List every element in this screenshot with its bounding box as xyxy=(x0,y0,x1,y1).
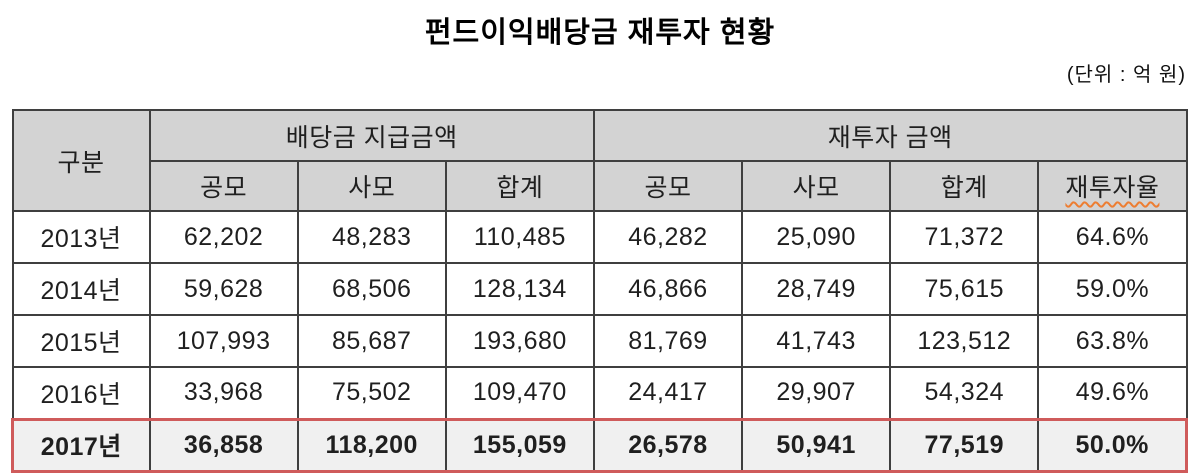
group-header-reinvested-amount: 재투자 금액 xyxy=(592,109,1188,162)
data-cell: 33,968 xyxy=(148,366,299,420)
fund-dividend-reinvestment-table: 구분 배당금 지급금액 재투자 금액 공모 사모 합계 공모 사모 합계 재투자… xyxy=(11,109,1189,473)
data-cell: 64.6% xyxy=(1037,210,1188,264)
table-row-2016: 2016년 33,968 75,502 109,470 24,417 29,90… xyxy=(11,366,1188,420)
table-row-2017-highlighted: 2017년 36,858 118,200 155,059 26,578 50,9… xyxy=(11,417,1189,473)
data-cell: 59,628 xyxy=(148,262,299,316)
data-cell: 46,866 xyxy=(592,262,744,316)
data-cell: 29,907 xyxy=(741,366,892,420)
data-cell: 128,134 xyxy=(444,262,595,316)
data-cell: 68,506 xyxy=(296,262,447,316)
subheader-reinvestment-rate: 재투자율 xyxy=(1037,160,1188,212)
data-cell: 46,282 xyxy=(592,210,744,264)
data-cell: 50,941 xyxy=(741,417,892,473)
unit-note: (단위 : 억 원) xyxy=(1066,64,1186,86)
subheader-total-2: 합계 xyxy=(889,160,1040,212)
data-cell: 48,283 xyxy=(296,210,447,264)
data-cell: 63.8% xyxy=(1037,314,1188,368)
data-cell: 118,200 xyxy=(296,417,447,473)
data-cell: 75,615 xyxy=(889,262,1040,316)
table-row-2015: 2015년 107,993 85,687 193,680 81,769 41,7… xyxy=(11,314,1188,368)
data-cell: 54,324 xyxy=(889,366,1040,420)
table-row-2014: 2014년 59,628 68,506 128,134 46,866 28,74… xyxy=(11,262,1188,316)
data-cell: 24,417 xyxy=(592,366,744,420)
year-cell: 2015년 xyxy=(11,314,151,368)
reinvestment-rate-label: 재투자율 xyxy=(1065,174,1160,202)
data-cell: 59.0% xyxy=(1037,262,1188,316)
corner-header: 구분 xyxy=(11,109,151,212)
year-cell: 2014년 xyxy=(11,262,151,316)
year-cell: 2017년 xyxy=(11,417,151,473)
header-sub-row: 공모 사모 합계 공모 사모 합계 재투자율 xyxy=(13,160,1188,212)
subheader-private-placement-2: 사모 xyxy=(741,160,892,212)
data-cell: 25,090 xyxy=(741,210,892,264)
year-cell: 2013년 xyxy=(11,210,151,264)
data-cell: 49.6% xyxy=(1037,366,1188,420)
data-cell: 41,743 xyxy=(741,314,892,368)
data-cell: 110,485 xyxy=(444,210,595,264)
data-cell: 75,502 xyxy=(296,366,447,420)
data-cell: 107,993 xyxy=(148,314,299,368)
subheader-private-placement-1: 사모 xyxy=(296,160,447,212)
year-cell: 2016년 xyxy=(11,366,151,420)
subheader-public-offering-1: 공모 xyxy=(148,160,299,212)
data-cell: 28,749 xyxy=(741,262,892,316)
data-cell: 50.0% xyxy=(1037,417,1189,473)
data-cell: 77,519 xyxy=(889,417,1040,473)
data-cell: 71,372 xyxy=(889,210,1040,264)
data-cell: 26,578 xyxy=(592,417,744,473)
group-header-dividend-paid: 배당금 지급금액 xyxy=(148,109,595,162)
data-cell: 123,512 xyxy=(889,314,1040,368)
subheader-public-offering-2: 공모 xyxy=(592,160,744,212)
data-cell: 36,858 xyxy=(148,417,299,473)
data-cell: 155,059 xyxy=(444,417,595,473)
data-cell: 81,769 xyxy=(592,314,744,368)
data-cell: 109,470 xyxy=(444,366,595,420)
data-cell: 85,687 xyxy=(296,314,447,368)
subheader-total-1: 합계 xyxy=(444,160,595,212)
page-title: 펀드이익배당금 재투자 현황 xyxy=(424,17,776,49)
table-row-2013: 2013년 62,202 48,283 110,485 46,282 25,09… xyxy=(11,210,1188,264)
data-cell: 62,202 xyxy=(148,210,299,264)
data-cell: 193,680 xyxy=(444,314,595,368)
header-group-row: 구분 배당금 지급금액 재투자 금액 xyxy=(11,109,1188,212)
